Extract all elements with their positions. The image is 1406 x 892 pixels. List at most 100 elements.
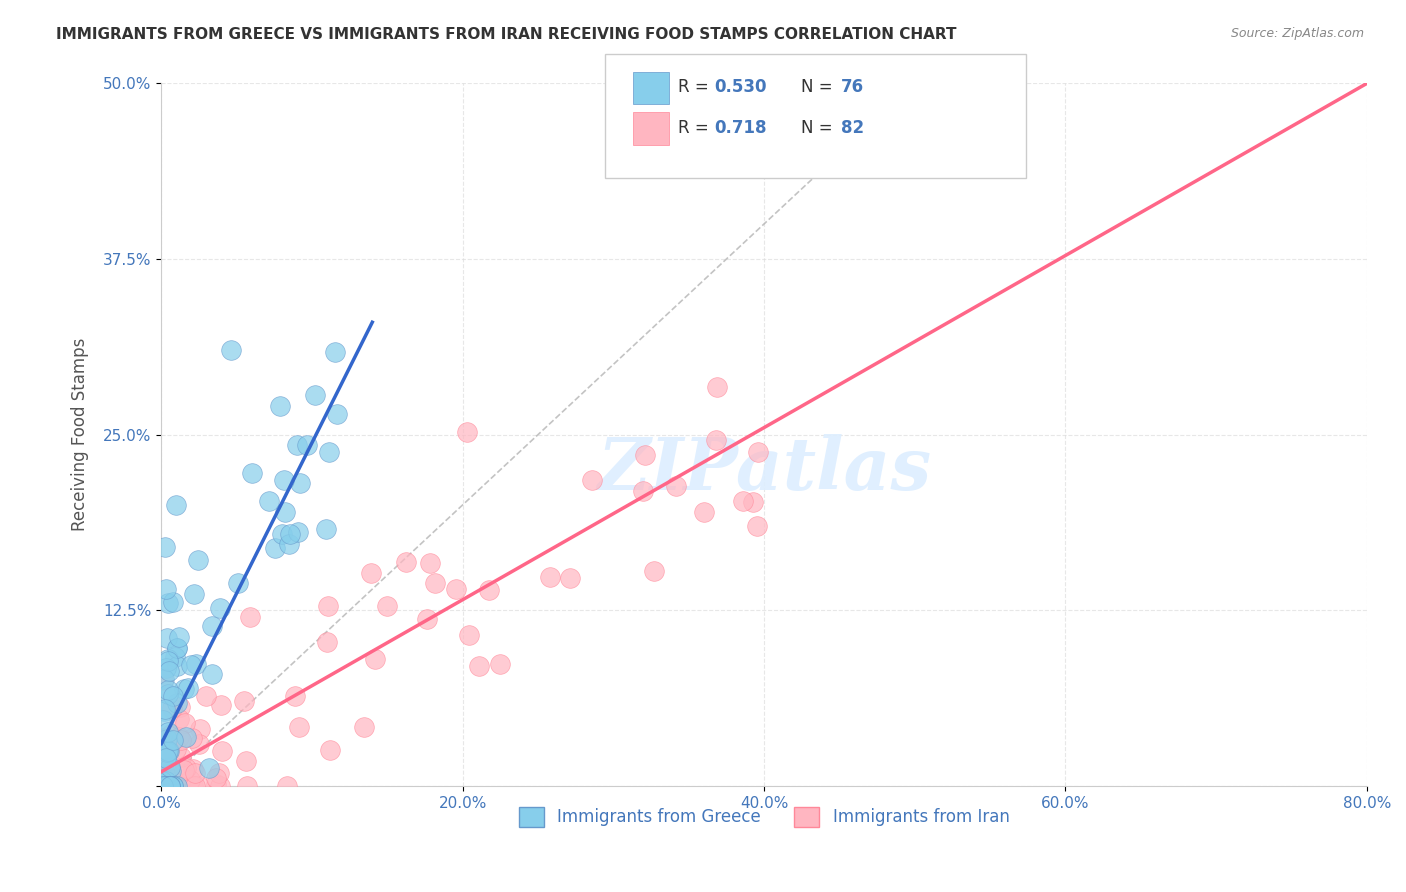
Point [170,749,193,764]
Point [287,438,309,452]
Point [181,731,204,746]
Point [278,537,301,551]
Point [181,762,204,776]
Point [155,744,177,758]
Point [201,619,224,633]
Point [162,732,184,747]
Point [416,612,439,626]
Point [477,583,499,598]
Point [174,730,197,744]
Point [157,664,180,678]
Point [211,744,233,758]
Point [166,779,188,793]
Point [747,518,769,533]
Point [323,345,346,359]
Point [269,399,291,413]
Point [173,763,195,777]
Point [155,582,177,596]
Text: R =: R = [678,119,714,136]
Point [153,779,176,793]
Point [166,696,188,710]
Point [425,575,447,590]
Point [316,635,339,649]
Point [155,661,177,675]
Point [150,773,173,788]
Point [731,494,754,508]
Point [183,779,205,793]
Point [979,146,1001,161]
Point [274,504,297,518]
Point [162,779,184,793]
Point [165,742,187,756]
Point [634,448,657,462]
Point [288,475,311,490]
Point [155,751,177,765]
Text: IMMIGRANTS FROM GREECE VS IMMIGRANTS FROM IRAN RECEIVING FOOD STAMPS CORRELATION: IMMIGRANTS FROM GREECE VS IMMIGRANTS FRO… [56,27,956,42]
Point [165,650,187,665]
Point [155,779,177,793]
Text: 82: 82 [841,119,863,136]
Point [188,722,211,736]
Point [157,683,180,698]
Point [159,779,181,793]
Point [232,694,254,708]
Point [235,754,257,768]
Point [456,425,478,439]
Point [325,407,347,421]
Point [162,595,184,609]
Point [152,779,174,793]
Point [489,657,512,672]
Point [240,466,263,480]
Point [165,779,187,793]
Point [156,596,179,610]
Point [419,556,441,570]
Point [184,657,207,672]
Text: R =: R = [678,78,714,96]
Point [204,776,226,790]
Point [375,599,398,613]
Legend: Immigrants from Greece, Immigrants from Iran: Immigrants from Greece, Immigrants from … [512,800,1017,834]
Point [209,698,232,713]
Point [287,719,309,733]
Point [581,473,603,487]
Point [706,380,728,394]
Point [183,587,205,601]
Point [152,779,174,793]
Point [693,505,716,519]
Text: N =: N = [801,119,838,136]
Point [631,484,654,499]
Point [706,433,728,447]
Point [152,713,174,727]
Point [558,571,581,585]
Point [159,759,181,773]
Point [187,737,209,751]
Point [458,628,481,642]
Point [188,779,211,793]
Point [169,733,191,747]
Point [284,689,307,703]
Point [153,673,176,687]
Point [315,522,337,536]
Point [157,687,180,701]
Point [163,778,186,792]
Point [169,630,191,644]
Point [153,779,176,793]
Point [150,731,173,745]
Point [276,779,298,793]
Point [153,763,176,777]
Point [208,779,231,793]
Text: 0.718: 0.718 [714,119,766,136]
Point [150,779,173,793]
Point [319,743,342,757]
Point [157,652,180,666]
Point [297,438,319,452]
Point [239,609,262,624]
Point [169,712,191,726]
Point [444,582,467,596]
Point [665,479,688,493]
Point [304,388,326,402]
Point [152,779,174,793]
Point [176,762,198,776]
Point [228,576,250,591]
Point [538,569,561,583]
